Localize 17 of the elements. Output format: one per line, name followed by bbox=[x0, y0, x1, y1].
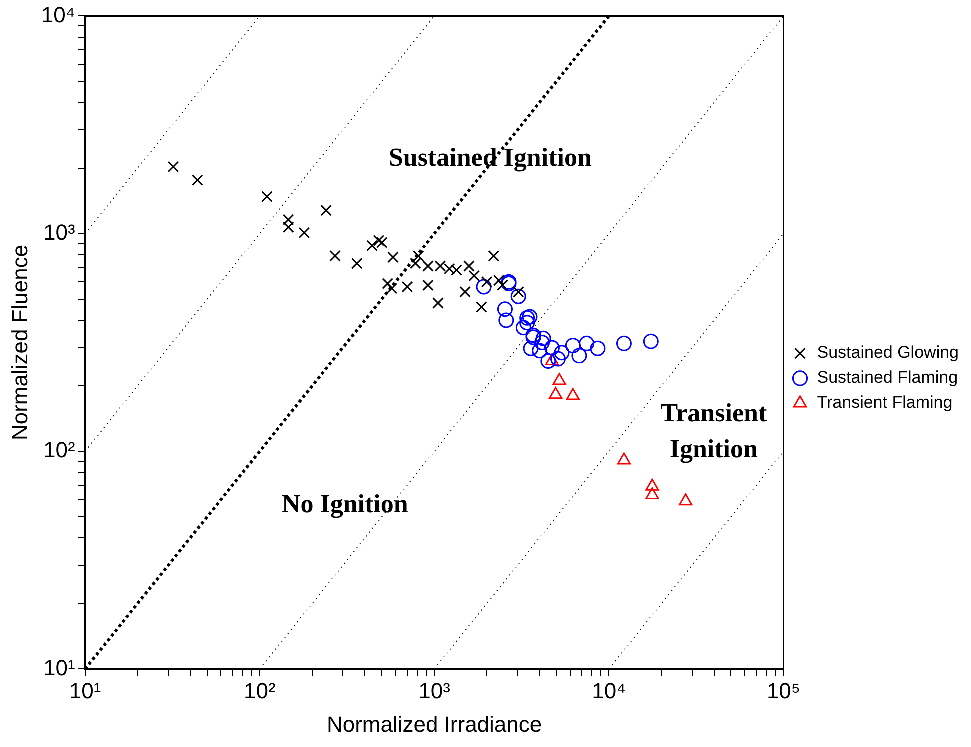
x-tick-label: 10¹ bbox=[69, 678, 102, 704]
y-tick-label: 10³ bbox=[44, 220, 76, 245]
legend-label: Sustained Flaming bbox=[817, 368, 958, 388]
x-tick-label: 10⁴ bbox=[592, 678, 626, 704]
y-tick-label: 10² bbox=[44, 438, 76, 463]
x-tick-label: 10⁵ bbox=[766, 678, 801, 704]
x-tick-label: 10³ bbox=[418, 678, 450, 704]
y-axis-title: Normalized Fluence bbox=[7, 244, 32, 441]
y-tick-label: 10¹ bbox=[44, 655, 76, 680]
y-tick-label: 10⁴ bbox=[41, 2, 76, 28]
annotation: Transient Ignition bbox=[660, 398, 768, 464]
annotation: Sustained Ignition bbox=[388, 142, 592, 172]
x-tick-label: 10² bbox=[244, 678, 276, 704]
legend-label: Transient Flaming bbox=[817, 393, 953, 412]
x-axis-title: Normalized Irradiance bbox=[326, 712, 542, 737]
annotation: No Ignition bbox=[282, 490, 409, 519]
legend-label: Sustained Glowing bbox=[817, 343, 960, 362]
